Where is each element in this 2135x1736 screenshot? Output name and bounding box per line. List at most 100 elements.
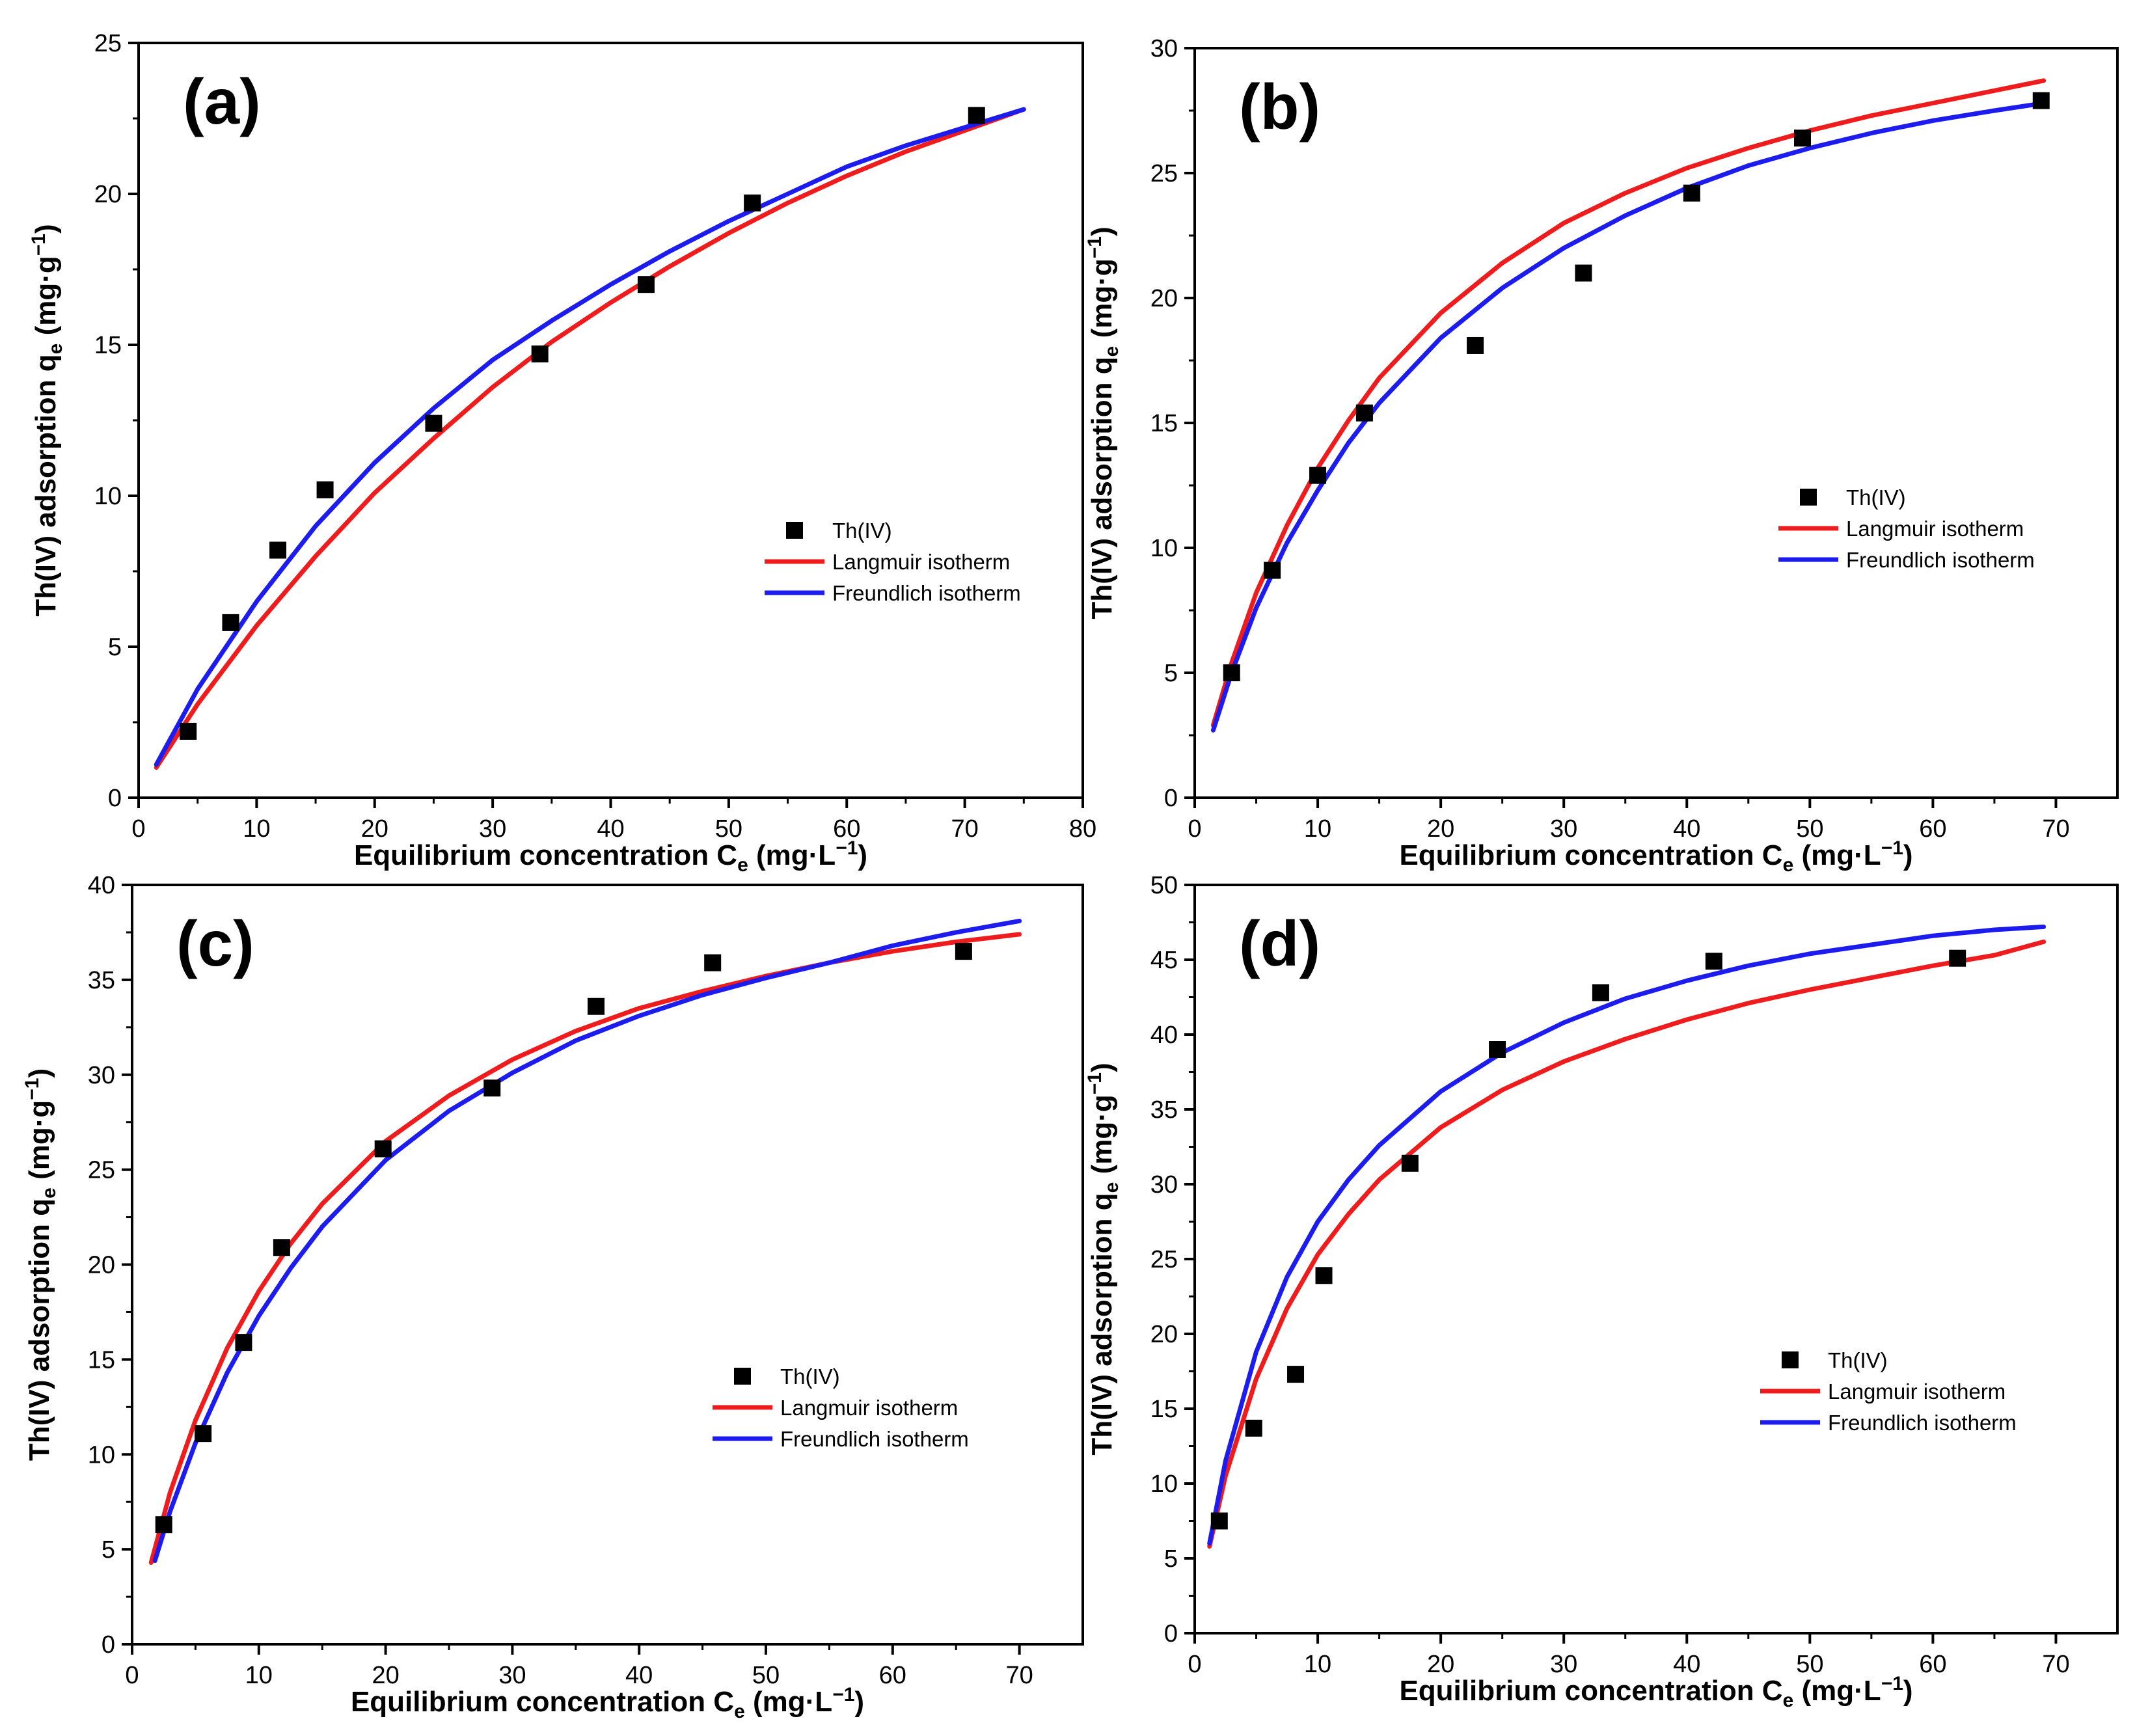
x-axis-label-superscript: −1 — [1881, 837, 1903, 859]
data-point — [587, 997, 605, 1015]
x-tick-label: 80 — [1069, 815, 1096, 843]
y-axis-label-unit: (mg·g — [1086, 258, 1118, 346]
y-tick-label: 15 — [94, 332, 122, 359]
x-axis-label-close: ) — [854, 1686, 864, 1718]
data-point — [1793, 129, 1811, 147]
x-tick-label: 40 — [1673, 1651, 1700, 1678]
data-point — [637, 276, 655, 293]
panel-label: (a) — [183, 66, 261, 137]
y-tick-label: 10 — [94, 483, 122, 510]
x-axis-label-superscript: −1 — [832, 1684, 854, 1705]
y-tick-label: 0 — [108, 785, 122, 812]
y-axis-label-text: Th(IV) adsorption q — [1086, 1193, 1118, 1455]
y-axis-label-unit: (mg·g — [30, 256, 62, 343]
y-axis-label-subscript: e — [38, 1187, 60, 1199]
x-axis-label-superscript: −1 — [836, 837, 858, 859]
y-tick-label: 25 — [1150, 1246, 1178, 1273]
y-axis-label-superscript: −1 — [21, 1078, 43, 1100]
x-tick-label: 0 — [125, 1662, 139, 1689]
y-axis-label-superscript: −1 — [28, 234, 49, 256]
y-axis-label-close: ) — [1086, 1063, 1118, 1072]
x-axis-label: Equilibrium concentration Ce (mg·L−1) — [1399, 1673, 1912, 1711]
y-axis-label: Th(IV) adsorption qe (mg·g−1) — [1084, 1063, 1122, 1455]
y-axis-label: Th(IV) adsorption qe (mg·g−1) — [28, 224, 66, 616]
data-point — [744, 194, 761, 211]
y-axis-label-subscript: e — [1101, 346, 1122, 357]
freundlich-curve — [154, 107, 1026, 767]
x-tick-label: 20 — [1427, 815, 1454, 843]
legend: Th(IV) Langmuir isotherm Freundlich isothe… — [713, 1364, 969, 1451]
data-point — [1287, 1366, 1305, 1383]
data-point — [316, 481, 334, 498]
freundlich-curve — [1210, 101, 2047, 733]
x-axis-label: Equilibrium concentration Ce (mg·L−1) — [1399, 837, 1912, 876]
y-tick-label: 25 — [94, 30, 122, 57]
legend-marker-points — [1782, 1351, 1799, 1368]
y-tick-label: 15 — [1150, 1396, 1178, 1423]
data-point — [195, 1425, 212, 1443]
x-axis-label-unit: (mg·L — [745, 1686, 832, 1718]
x-tick-label: 0 — [131, 815, 145, 843]
panel-label: (b) — [1239, 71, 1320, 142]
x-tick-label: 30 — [498, 1662, 526, 1689]
y-tick-label: 5 — [108, 634, 122, 661]
x-tick-label: 50 — [1796, 815, 1823, 843]
data-point — [1315, 1267, 1333, 1284]
y-axis-label: Th(IV) adsorption qe (mg·g−1) — [1084, 226, 1122, 619]
data-point — [1949, 949, 1966, 967]
y-axis-label-close: ) — [1086, 226, 1118, 236]
legend: Th(IV) Langmuir isotherm Freundlich isothe… — [765, 519, 1021, 605]
x-axis-label-unit: (mg·L — [1793, 1675, 1881, 1707]
x-axis-label-text: Equilibrium concentration C — [351, 1686, 734, 1718]
legend-label: Th(IV) — [1828, 1348, 1888, 1372]
x-tick-label: 20 — [1427, 1651, 1454, 1678]
y-axis-label-close: ) — [30, 224, 62, 234]
langmuir-curve — [154, 107, 1026, 770]
y-axis-label-superscript: −1 — [1084, 236, 1106, 258]
y-tick-label: 25 — [1150, 160, 1178, 187]
panel-label: (d) — [1239, 908, 1320, 979]
x-tick-label: 60 — [1919, 1651, 1946, 1678]
x-tick-label: 20 — [361, 815, 388, 843]
x-tick-label: 70 — [2042, 815, 2069, 843]
legend-label: Freundlich isotherm — [1846, 548, 2035, 572]
legend: Th(IV) Langmuir isotherm Freundlich isothe… — [1778, 485, 2035, 572]
x-tick-label: 40 — [625, 1662, 653, 1689]
data-point — [1705, 953, 1722, 970]
data-point — [425, 414, 442, 432]
y-tick-label: 0 — [1164, 1620, 1178, 1648]
y-tick-label: 25 — [88, 1157, 115, 1184]
data-point — [374, 1140, 392, 1158]
legend-label: Langmuir isotherm — [832, 550, 1010, 574]
y-tick-label: 50 — [1150, 872, 1178, 899]
y-tick-label: 20 — [94, 181, 122, 208]
y-tick-label: 5 — [1164, 660, 1178, 687]
langmuir-curve — [1207, 939, 2047, 1549]
y-axis-label-unit: (mg·g — [1086, 1094, 1118, 1182]
data-point — [1245, 1419, 1262, 1437]
data-point — [1223, 664, 1240, 681]
data-point — [269, 541, 287, 559]
legend: Th(IV) Langmuir isotherm Freundlich isothe… — [1760, 1348, 2017, 1435]
legend-label: Freundlich isotherm — [780, 1427, 969, 1451]
legend-label: Freundlich isotherm — [1828, 1411, 2017, 1435]
y-tick-label: 35 — [88, 967, 115, 994]
x-tick-label: 30 — [1550, 1651, 1577, 1678]
y-axis-label-superscript: −1 — [1084, 1072, 1106, 1094]
x-tick-label: 60 — [833, 815, 860, 843]
x-axis-label-unit: (mg·L — [1793, 839, 1881, 871]
legend-label: Langmuir isotherm — [1846, 517, 2024, 541]
legend-label: Th(IV) — [780, 1364, 840, 1389]
x-axis-label-close: ) — [1903, 839, 1913, 871]
data-point — [704, 954, 722, 971]
x-axis-label: Equilibrium concentration Ce (mg·L−1) — [354, 837, 867, 876]
y-tick-label: 45 — [1150, 947, 1178, 974]
x-axis-label-text: Equilibrium concentration C — [1399, 1675, 1782, 1707]
x-tick-label: 30 — [479, 815, 506, 843]
panel-label: (c) — [176, 908, 254, 979]
y-tick-label: 0 — [1164, 785, 1178, 812]
data-point — [531, 345, 549, 362]
freundlich-curve — [1207, 924, 2047, 1546]
